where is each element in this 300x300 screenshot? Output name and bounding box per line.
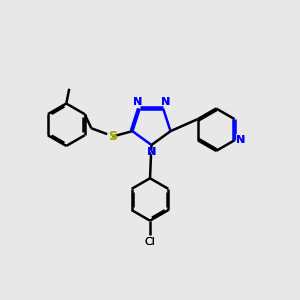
Text: S: S	[108, 130, 117, 143]
Text: N: N	[235, 133, 247, 147]
Text: N: N	[161, 97, 170, 107]
Text: N: N	[133, 97, 142, 107]
Text: S: S	[108, 129, 117, 144]
Text: Cl: Cl	[143, 235, 157, 249]
Text: N: N	[160, 96, 171, 109]
Text: N: N	[132, 96, 142, 109]
Text: N: N	[161, 97, 170, 107]
Text: S: S	[108, 130, 117, 143]
Text: Cl: Cl	[145, 237, 155, 247]
Text: N: N	[236, 135, 246, 145]
Text: N: N	[146, 146, 157, 159]
Text: N: N	[147, 147, 156, 158]
Text: N: N	[133, 97, 142, 107]
Text: N: N	[236, 135, 246, 145]
Text: Cl: Cl	[145, 237, 155, 247]
Text: N: N	[147, 147, 156, 158]
